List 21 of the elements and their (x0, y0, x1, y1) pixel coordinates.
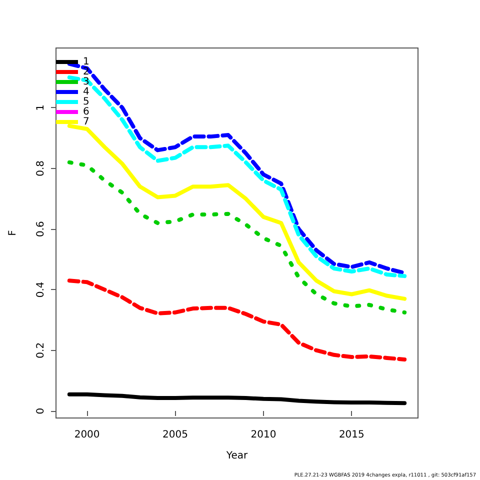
y-tick-label: 1 (36, 104, 46, 111)
legend-label: 4 (83, 86, 90, 98)
y-tick-label: 0.2 (36, 342, 46, 358)
legend-label: 6 (83, 106, 90, 118)
legend-label: 5 (83, 96, 90, 108)
y-tick-label: 0.6 (36, 221, 46, 238)
legend-label: 7 (83, 116, 90, 128)
x-tick-label: 2015 (338, 430, 364, 440)
y-tick-label: 0 (36, 408, 46, 414)
x-tick-label: 2005 (162, 430, 188, 440)
x-tick-label: 2000 (74, 430, 100, 440)
legend-label: 2 (83, 66, 90, 78)
legend-label: 1 (83, 56, 90, 68)
y-tick-label: 0.8 (36, 160, 46, 176)
y-tick-label: 0.4 (36, 282, 46, 298)
line-series (67, 392, 407, 406)
line-series (67, 160, 407, 314)
x-tick-label: 2010 (250, 430, 276, 440)
line-series (67, 278, 407, 362)
x-axis-title: Year (225, 450, 248, 462)
y-axis-title: F (8, 230, 18, 236)
